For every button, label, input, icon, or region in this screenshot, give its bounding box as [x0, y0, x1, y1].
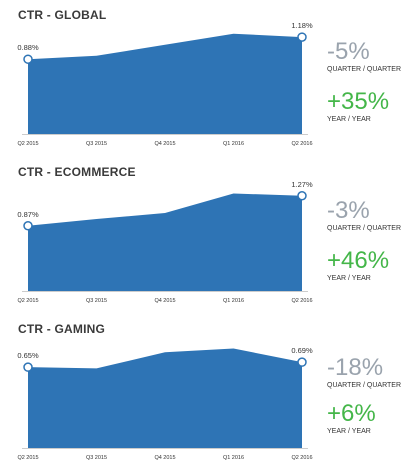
panel-title: CTR - ECOMMERCE: [18, 165, 136, 179]
qq-stat: -5% QUARTER / QUARTER: [327, 38, 402, 74]
yy-label: YEAR / YEAR: [327, 116, 371, 123]
data-label: 0.65%: [17, 351, 39, 360]
area-chart: Q2 2015 Q3 2015 Q4 2015 Q1 2016 Q2 2016 0.88%…: [17, 21, 313, 147]
yy-value: +35%: [327, 88, 390, 115]
area-chart: Q2 2015 Q3 2015 Q4 2015 Q1 2016 Q2 2016 0.65%…: [17, 346, 313, 461]
series-area: [28, 193, 302, 291]
data-label: 1.18%: [291, 21, 313, 30]
yy-value: +46%: [327, 247, 390, 274]
yy-label: YEAR / YEAR: [327, 428, 371, 435]
x-tick-label: Q1 2016: [223, 141, 244, 147]
data-label: 0.87%: [17, 210, 39, 219]
panel-title: CTR - GAMING: [18, 322, 106, 336]
panel-ctr-ecommerce: CTR - ECOMMERCE Q2 2015 Q3 2015 Q4 2015 Q1 …: [0, 165, 412, 315]
x-tick-label: Q3 2015: [86, 298, 107, 304]
data-label: 1.27%: [291, 180, 313, 189]
x-tick-label: Q2 2016: [291, 298, 312, 304]
yy-value: +6%: [327, 400, 376, 427]
x-tick-label: Q2 2015: [17, 141, 38, 147]
yy-stat: +35% YEAR / YEAR: [327, 88, 390, 124]
panel-ctr-gaming: CTR - GAMING Q2 2015 Q3 2015 Q4 2015 Q1 201…: [0, 322, 412, 472]
qq-value: -3%: [327, 197, 370, 224]
data-point: [23, 54, 33, 64]
yy-stat: +46% YEAR / YEAR: [327, 247, 390, 283]
data-point: [23, 221, 33, 231]
data-point: [23, 362, 33, 372]
area-chart: Q2 2015 Q3 2015 Q4 2015 Q1 2016 Q2 2016 0.87%…: [17, 180, 313, 304]
data-point: [297, 191, 307, 201]
qq-label: QUARTER / QUARTER: [327, 225, 402, 232]
qq-stat: -18% QUARTER / QUARTER: [327, 354, 402, 390]
qq-value: -5%: [327, 38, 370, 65]
x-tick-label: Q3 2015: [86, 455, 107, 461]
x-tick-label: Q3 2015: [86, 141, 107, 147]
panel-ctr-global: CTR - GLOBAL Q2 2015 Q3 2015 Q4 2015 Q1 201…: [0, 8, 412, 158]
x-tick-label: Q2 2016: [291, 455, 312, 461]
data-point: [297, 357, 307, 367]
series-area: [28, 348, 302, 448]
x-tick-label: Q1 2016: [223, 298, 244, 304]
series-area: [28, 33, 302, 135]
data-label: 0.88%: [17, 43, 39, 52]
x-tick-label: Q2 2015: [17, 298, 38, 304]
qq-stat: -3% QUARTER / QUARTER: [327, 197, 402, 233]
yy-label: YEAR / YEAR: [327, 275, 371, 282]
x-tick-label: Q4 2015: [154, 298, 175, 304]
qq-label: QUARTER / QUARTER: [327, 66, 402, 73]
x-tick-label: Q2 2015: [17, 455, 38, 461]
data-point: [297, 32, 307, 42]
x-tick-label: Q4 2015: [154, 141, 175, 147]
data-label: 0.69%: [291, 346, 313, 355]
yy-stat: +6% YEAR / YEAR: [327, 400, 376, 436]
x-tick-label: Q2 2016: [291, 141, 312, 147]
x-tick-label: Q4 2015: [154, 455, 175, 461]
qq-label: QUARTER / QUARTER: [327, 382, 402, 389]
qq-value: -18%: [327, 354, 384, 381]
panel-title: CTR - GLOBAL: [18, 8, 107, 22]
x-tick-label: Q1 2016: [223, 455, 244, 461]
